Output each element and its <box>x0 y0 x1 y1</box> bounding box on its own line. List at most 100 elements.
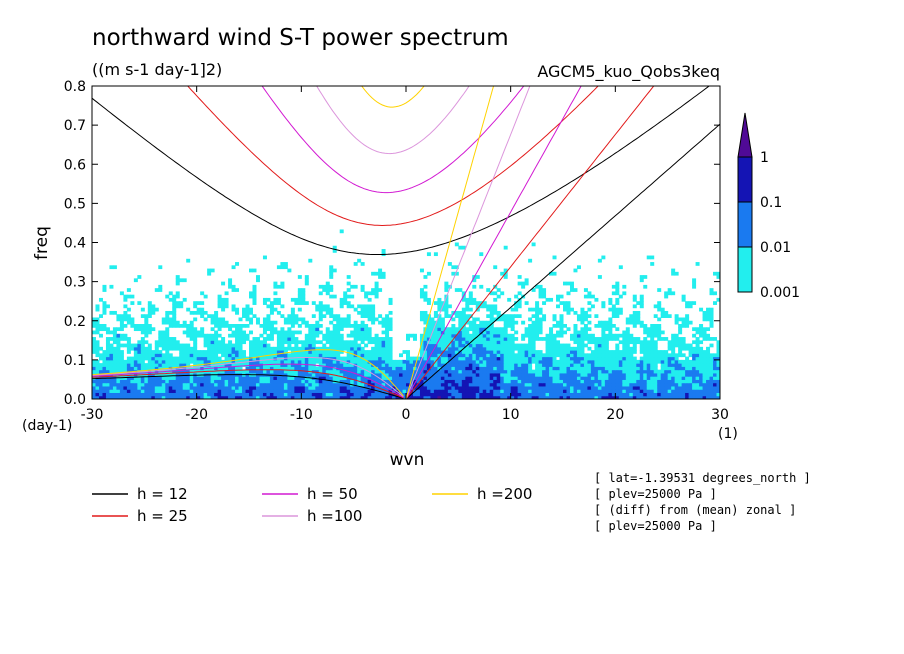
heat-cell <box>151 369 156 374</box>
heat-cell <box>503 317 508 322</box>
heat-cell <box>636 301 641 305</box>
heat-cell <box>664 389 669 393</box>
heat-cell <box>503 333 508 338</box>
heat-cell <box>224 366 229 371</box>
heat-cell <box>276 385 281 390</box>
heat-cell <box>538 385 543 390</box>
heat-cell <box>203 379 208 384</box>
heat-cell <box>189 310 194 315</box>
heat-cell <box>706 317 711 322</box>
heat-cell <box>249 353 253 358</box>
heat-cell <box>625 369 630 374</box>
heat-cell <box>650 340 655 345</box>
heat-cell <box>426 382 431 387</box>
heat-cell <box>276 265 281 270</box>
heat-cell <box>332 249 337 253</box>
heat-cell <box>144 317 149 322</box>
heat-cell <box>538 382 543 387</box>
heat-cell <box>332 343 337 348</box>
heat-cell <box>325 372 330 377</box>
heat-cell <box>140 314 145 318</box>
heat-cell <box>217 350 222 354</box>
heat-cell <box>706 379 711 384</box>
heat-cell <box>343 372 348 377</box>
heat-cell <box>322 350 327 354</box>
heat-cell <box>716 363 720 367</box>
heat-cell <box>468 385 473 390</box>
heat-cell <box>657 395 662 399</box>
heat-cell <box>440 301 445 305</box>
heat-cell <box>119 369 124 374</box>
heat-cell <box>353 346 358 351</box>
heat-cell <box>301 369 306 374</box>
heat-cell <box>311 382 316 387</box>
heat-cell <box>126 337 131 341</box>
heat-cell <box>172 389 177 393</box>
heat-cell <box>556 392 561 397</box>
heat-cell <box>287 395 292 399</box>
heat-cell <box>549 350 554 354</box>
heat-cell <box>447 392 452 397</box>
heat-cell <box>716 271 720 276</box>
heat-cell <box>716 372 720 377</box>
heat-cell <box>430 346 435 351</box>
heat-cell <box>667 314 672 318</box>
heat-cell <box>660 310 665 315</box>
heat-cell <box>472 353 477 358</box>
heat-cell <box>224 297 229 302</box>
heat-cell <box>563 307 567 312</box>
heat-cell <box>514 366 519 371</box>
heat-cell <box>325 330 330 335</box>
heat-cell <box>657 304 662 309</box>
heat-cell <box>228 392 233 397</box>
heat-cell <box>479 366 484 371</box>
heat-cell <box>350 392 355 397</box>
heat-cell <box>158 343 163 348</box>
heat-cell <box>629 379 634 384</box>
heat-cell <box>510 392 515 397</box>
heat-cell <box>182 359 187 364</box>
heat-cell <box>419 310 424 315</box>
heat-cell <box>102 389 107 393</box>
heat-cell <box>276 301 281 305</box>
heat-cell <box>493 343 498 348</box>
heat-cell <box>126 385 131 390</box>
heat-cell <box>535 330 540 335</box>
heat-cell <box>597 385 602 390</box>
heat-cell <box>297 395 302 399</box>
heat-cell <box>318 359 323 364</box>
heat-cell <box>535 389 540 393</box>
heat-cell <box>116 350 121 354</box>
heat-cell <box>395 376 400 380</box>
heat-cell <box>360 314 365 318</box>
heat-cell <box>695 346 700 351</box>
heat-cell <box>426 363 431 367</box>
heat-cell <box>517 291 522 296</box>
heat-cell <box>339 346 344 351</box>
heat-cell <box>273 359 278 364</box>
heat-cell <box>280 330 285 335</box>
heat-cell <box>671 337 676 341</box>
heat-cell <box>381 363 386 367</box>
heat-cell <box>618 310 623 315</box>
heat-cell <box>545 366 550 371</box>
heat-cell <box>461 395 466 399</box>
heat-cell <box>357 363 362 367</box>
heat-cell <box>249 291 253 296</box>
heat-cell <box>716 369 720 374</box>
heat-cell <box>528 307 533 312</box>
heat-cell <box>636 379 641 384</box>
heat-cell <box>214 330 219 335</box>
heat-cell <box>350 346 355 351</box>
heat-cell <box>535 337 540 341</box>
heat-cell <box>563 350 567 354</box>
heat-cell <box>123 304 128 309</box>
heat-cell <box>692 350 697 354</box>
heat-cell <box>168 291 173 296</box>
heat-cell <box>189 366 194 371</box>
heat-cell <box>308 385 313 390</box>
heat-cell <box>301 359 306 364</box>
heat-cell <box>559 314 564 318</box>
heat-cell <box>521 382 526 387</box>
heat-cell <box>608 395 613 399</box>
